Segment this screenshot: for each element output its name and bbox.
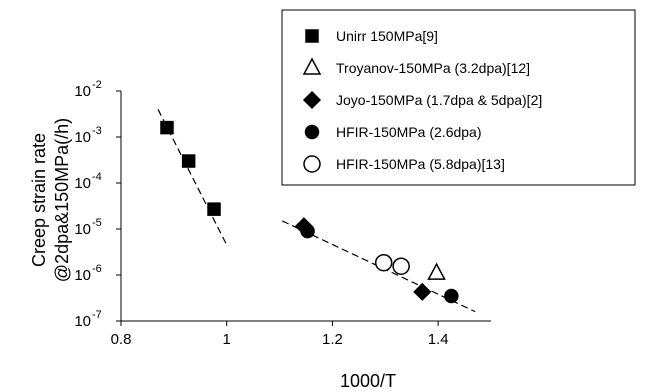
legend-label: Joyo-150MPa (1.7dpa & 5dpa)[2] <box>336 92 542 108</box>
y-tick-exponent: -5 <box>92 217 102 229</box>
y-tick-label: 10 <box>74 313 91 330</box>
y-tick-label: 10 <box>74 221 91 238</box>
legend-marker-triangle <box>302 57 322 75</box>
legend-marker-diamond <box>302 90 322 110</box>
data-point-triangle <box>427 262 446 280</box>
y-axis-title-line-1: Creep strain rate <box>29 133 49 267</box>
x-tick-label: 1.2 <box>322 331 343 348</box>
y-tick-labels: 10-710-610-510-410-310-2 <box>74 79 101 330</box>
data-points <box>160 120 459 304</box>
x-tick-labels: 0.8 1 1.2 1.4 <box>111 331 449 348</box>
y-tick-exponent: -4 <box>92 171 102 183</box>
trend-line <box>281 220 476 313</box>
legend-box <box>281 9 636 186</box>
x-tick-label: 1 <box>223 331 231 348</box>
axes <box>116 90 491 326</box>
data-point-circle <box>300 223 315 239</box>
y-tick-exponent: -7 <box>92 309 102 321</box>
data-point-circle <box>374 253 393 272</box>
legend-label: Unirr 150MPa[9] <box>336 28 438 44</box>
data-point-square <box>160 120 174 135</box>
y-axis-title: Creep strain rate @2dpa&150MPa(/h) <box>29 118 72 282</box>
data-point-square <box>207 202 221 216</box>
legend-label: Troyanov-150MPa (3.2dpa)[12] <box>336 60 530 76</box>
legend-items: Unirr 150MPa[9] Troyanov-150MPa (3.2dpa)[… <box>302 28 542 173</box>
legend-marker-square <box>305 29 319 43</box>
y-tick-exponent: -6 <box>92 263 102 275</box>
x-axis-title: 1000/T <box>340 371 396 391</box>
legend-marker-circle <box>303 155 321 173</box>
y-tick-label: 10 <box>74 83 91 100</box>
data-point-diamond <box>413 282 432 301</box>
data-point-square <box>181 154 196 168</box>
x-tick-label: 0.8 <box>111 331 132 348</box>
y-tick-exponent: -2 <box>92 79 102 91</box>
y-tick-label: 10 <box>74 129 91 146</box>
x-tick-label: 1.4 <box>428 331 449 348</box>
data-point-circle <box>392 257 410 275</box>
legend-marker-circle <box>304 124 320 140</box>
y-tick-exponent: -3 <box>92 125 102 137</box>
legend: Unirr 150MPa[9] Troyanov-150MPa (3.2dpa)[… <box>281 9 636 186</box>
y-tick-label: 10 <box>74 175 91 192</box>
legend-label: HFIR-150MPa (2.6dpa) <box>336 124 482 140</box>
data-point-circle <box>444 288 459 304</box>
y-axis-title-line-2: @2dpa&150MPa(/h) <box>52 118 72 282</box>
legend-label: HFIR-150MPa (5.8dpa)[13] <box>336 156 505 172</box>
y-tick-label: 10 <box>74 267 91 284</box>
